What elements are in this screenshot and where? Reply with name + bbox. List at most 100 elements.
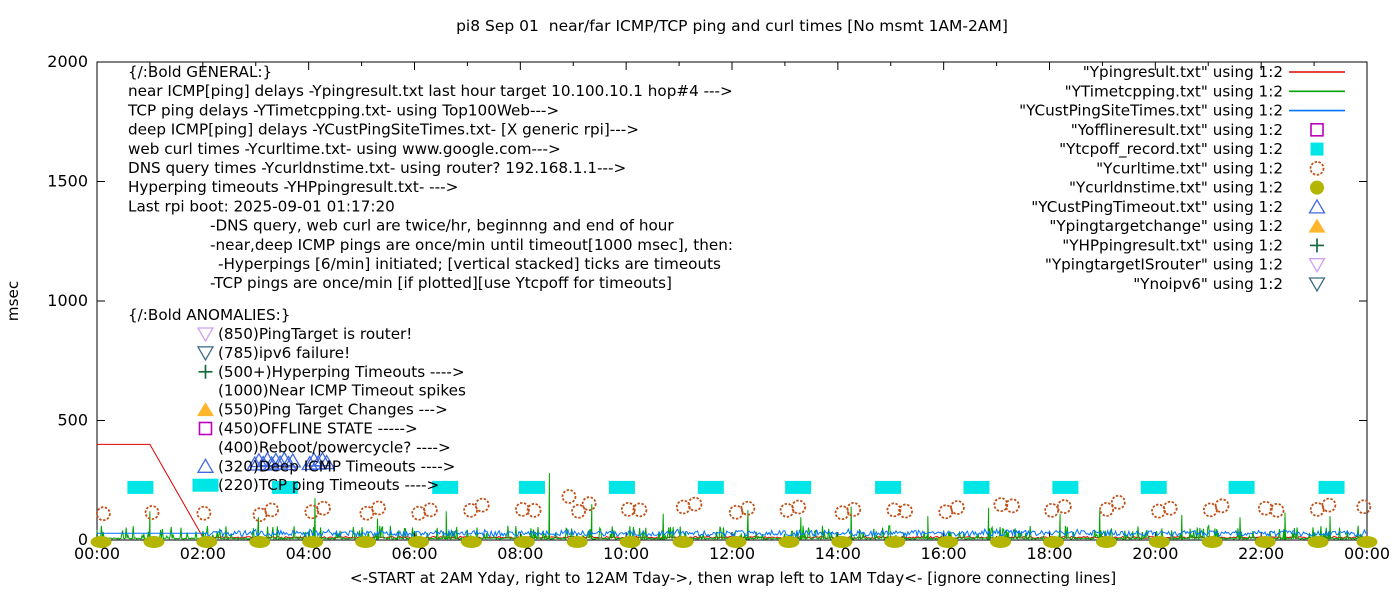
tcpoff-marker xyxy=(271,480,298,494)
chart-title: pi8 Sep 01 near/far ICMP/TCP ping and cu… xyxy=(456,17,1008,35)
legend-item: "Ytcpoff_record.txt" using 1:2 xyxy=(1059,140,1324,159)
curltime-marker xyxy=(1099,502,1115,517)
x-tick-label: 08:00 xyxy=(497,544,543,563)
legend-item: "Ypingresult.txt" using 1:2 xyxy=(1083,63,1345,81)
legend-item: "Ycurltime.txt" using 1:2 xyxy=(1096,159,1325,177)
curltime-marker xyxy=(371,500,386,516)
curltime-marker xyxy=(687,496,703,512)
legend-item: "Yofflineresult.txt" using 1:2 xyxy=(1071,121,1324,139)
legend-item: "YHPpingresult.txt" using 1:2 xyxy=(1062,236,1324,254)
anomaly-label: (400)Reboot/powercycle? ----> xyxy=(218,438,451,456)
plot-annotations: {/:Bold GENERAL:}near ICMP[ping] delays … xyxy=(127,63,733,494)
curldnstime-marker xyxy=(672,536,694,548)
tcpoff-marker xyxy=(1052,480,1079,494)
data-series xyxy=(90,443,1378,548)
curldnstime-marker xyxy=(513,536,535,548)
series-ytcpoff-record xyxy=(127,480,1345,494)
curltime-marker xyxy=(1162,500,1178,516)
curltime-marker xyxy=(1005,498,1020,514)
curltime-marker xyxy=(581,496,597,512)
custpingtimeout-marker xyxy=(254,455,272,471)
y-tick-label: 0 xyxy=(78,530,88,549)
annotation-line: DNS query times -Ycurldnstime.txt- using… xyxy=(128,159,626,177)
tcpoff-marker xyxy=(1140,480,1167,494)
curltime-marker xyxy=(1110,494,1126,510)
anomaly-label: (320)Deep ICMP Timeouts ----> xyxy=(218,457,455,475)
legend-label: "YTimetcpping.txt" using 1:2 xyxy=(1065,82,1283,100)
series-ycurldnstime xyxy=(90,536,1378,548)
x-tick-label: 12:00 xyxy=(709,544,755,563)
anomaly-marker-filled-triangle-up xyxy=(196,402,214,417)
curltime-marker xyxy=(144,505,160,520)
x-tick-label: 22:00 xyxy=(1238,544,1284,563)
tcpoff-marker xyxy=(785,480,812,494)
curldnstime-marker xyxy=(566,536,588,548)
curltime-marker xyxy=(950,500,965,515)
curldnstime-marker xyxy=(196,536,218,548)
curldnstime-marker xyxy=(1095,536,1117,548)
legend-swatch-filled-circle xyxy=(1310,180,1324,195)
legend-label: "Yofflineresult.txt" using 1:2 xyxy=(1071,121,1283,139)
legend-swatch-open-triangle-down xyxy=(1308,258,1326,274)
series-ycurltime xyxy=(95,489,1372,523)
legend-item: "Ycurldnstime.txt" using 1:2 xyxy=(1069,179,1324,197)
curldnstime-marker xyxy=(1254,536,1276,548)
annotation-line: -Hyperpings [6/min] initiated; [vertical… xyxy=(218,255,721,273)
curltime-marker xyxy=(304,504,320,520)
annotation-line: -DNS query, web curl are twice/hr, begin… xyxy=(210,217,674,235)
curldnstime-marker xyxy=(460,536,482,548)
curltime-marker xyxy=(898,503,913,519)
curltime-marker xyxy=(938,504,954,520)
legend-label: "Ynoipv6" using 1:2 xyxy=(1133,275,1283,293)
anomaly-label: (550)Ping Target Changes ---> xyxy=(218,401,448,419)
tcpoff-marker xyxy=(875,480,902,494)
annotation-line: Hyperping timeouts -YHPpingresult.txt- -… xyxy=(128,178,458,196)
legend-label: "YCustPingSiteTimes.txt" using 1:2 xyxy=(1019,102,1283,120)
curldnstime-marker xyxy=(408,536,429,548)
x-tick-label: 06:00 xyxy=(391,544,437,563)
curltime-marker xyxy=(316,500,331,516)
curltime-marker xyxy=(95,506,111,522)
x-tick-label: 10:00 xyxy=(603,544,649,563)
x-tick-label: 00:00 xyxy=(74,544,120,563)
curltime-marker xyxy=(740,500,756,516)
general-header: {/:Bold GENERAL:} xyxy=(128,63,272,81)
curltime-marker xyxy=(252,507,268,523)
x-axis-label: <-START at 2AM Yday, right to 12AM Tday-… xyxy=(350,569,1116,587)
anomaly-marker-open-triangle-up xyxy=(196,457,215,473)
curltime-marker xyxy=(993,497,1009,513)
y-tick-label: 2000 xyxy=(47,52,88,71)
curldnstime-marker xyxy=(143,536,165,548)
curltime-marker xyxy=(422,502,438,518)
legend-item: "YTimetcpping.txt" using 1:2 xyxy=(1065,82,1345,100)
curltime-marker xyxy=(571,503,586,519)
curltime-marker xyxy=(632,502,648,518)
legend-label: "Ycurltime.txt" using 1:2 xyxy=(1096,159,1283,177)
annotation-line: -TCP pings are once/min [if plotted][use… xyxy=(210,274,672,292)
curltime-marker xyxy=(463,502,478,518)
ycustpingsitetimes-line xyxy=(97,527,1368,538)
custpingtimeout-marker xyxy=(305,451,323,467)
curltime-marker xyxy=(196,505,212,521)
curldnstime-marker xyxy=(778,536,800,548)
legend-item: "YCustPingSiteTimes.txt" using 1:2 xyxy=(1019,102,1345,120)
legend-swatch-open-square xyxy=(1310,123,1324,137)
annotation-line: -near,deep ICMP pings are once/min until… xyxy=(210,236,733,254)
x-tick-label: 14:00 xyxy=(815,544,861,563)
anomaly-label: (850)PingTarget is router! xyxy=(218,325,412,343)
curltime-marker xyxy=(1214,498,1230,514)
tcpoff-marker xyxy=(697,480,724,494)
curltime-marker xyxy=(728,504,744,520)
curltime-marker xyxy=(561,489,577,504)
curldnstime-marker xyxy=(937,536,959,548)
curldnstime-marker xyxy=(831,536,853,548)
curldnstime-marker xyxy=(1201,536,1223,548)
tcpoff-marker xyxy=(127,480,154,494)
y-axis-label: msec xyxy=(4,281,22,321)
curltime-marker xyxy=(1202,502,1218,518)
curltime-marker xyxy=(1269,502,1285,518)
legend-swatch-open-triangle-up xyxy=(1308,198,1326,214)
custpingtimeout-marker xyxy=(318,454,336,470)
